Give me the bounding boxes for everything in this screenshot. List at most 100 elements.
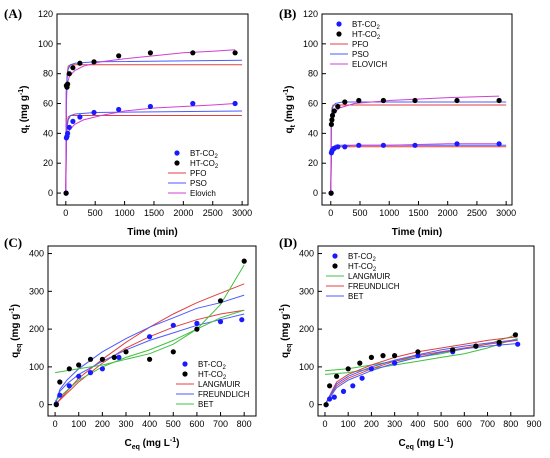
x-tick-label: 800 (237, 419, 252, 429)
x-tick-label: 700 (213, 419, 228, 429)
y-axis-label: qt (mg g-1) (18, 85, 32, 133)
data-point-ht-co (65, 81, 71, 87)
legend-entry: FREUNDLICH (348, 282, 400, 291)
x-tick-label: 900 (526, 419, 541, 429)
x-tick-label: 200 (364, 419, 379, 429)
fit-line-pso (330, 101, 507, 194)
data-point-ht-co (147, 356, 153, 362)
x-tick-label: 600 (457, 419, 472, 429)
data-point-bt-co (76, 373, 82, 379)
data-point-bt-co (415, 353, 421, 359)
legend-marker (174, 160, 180, 166)
data-point-ht-co (123, 349, 129, 355)
legend-entry: HT-CO2 (352, 30, 381, 41)
data-point-ht-co (331, 108, 337, 114)
panel-label: (A) (4, 6, 22, 21)
x-tick-label: 500 (434, 419, 449, 429)
data-point-bt-co (147, 103, 153, 110)
x-tick-label: 200 (95, 419, 110, 429)
y-tick-label: 80 (308, 69, 318, 79)
y-tick-label: 20 (43, 158, 53, 168)
y-tick-label: 100 (299, 362, 314, 372)
y-tick-label: 60 (308, 99, 318, 109)
data-point-bt-co (194, 320, 200, 326)
y-tick-label: 300 (299, 286, 314, 296)
x-tick-label: 400 (142, 419, 157, 429)
x-tick-label: 2500 (203, 208, 223, 218)
data-point-ht-co (335, 103, 341, 110)
data-point-bt-co (116, 106, 122, 113)
y-tick-label: 0 (313, 188, 318, 198)
x-tick-label: 2000 (438, 208, 458, 218)
fit-line-pfo (330, 146, 507, 194)
x-tick-label: 0 (328, 208, 333, 218)
x-tick-label: 300 (118, 419, 133, 429)
legend-entry: LANGMUIR (198, 380, 240, 389)
data-point-ht-co (76, 362, 82, 368)
legend-entry: BET (198, 400, 214, 409)
data-point-ht-co (111, 354, 117, 360)
plot-frame (47, 245, 257, 417)
data-point-ht-co (327, 383, 333, 389)
fit-line-pso (65, 110, 243, 194)
legend-marker (174, 150, 180, 156)
data-point-ht-co (473, 343, 479, 349)
data-point-ht-co (329, 117, 335, 123)
y-tick-label: 100 (29, 362, 44, 372)
y-tick-label: 120 (38, 9, 53, 19)
x-tick-label: 300 (387, 419, 402, 429)
legend-entry: HT-CO2 (198, 370, 227, 381)
data-point-bt-co (335, 144, 341, 150)
fit-line-freundlich (324, 336, 518, 405)
data-point-ht-co (116, 53, 122, 59)
data-point-bt-co (99, 366, 105, 372)
data-point-ht-co (147, 50, 153, 56)
legend-entry: FREUNDLICH (198, 390, 250, 399)
x-axis-label: Time (min) (392, 227, 442, 238)
x-tick-label: 1500 (408, 208, 428, 218)
data-point-ht-co (323, 402, 329, 408)
x-tick-label: 0 (63, 208, 68, 218)
chart-panel-3: (C) 0 100 200 300 400 500 600 700 800 0 100 200 300 40… (4, 235, 257, 451)
fit-line-langmuir (324, 332, 518, 372)
legend-entry: BT-CO2 (190, 149, 218, 160)
fit-line-pso (65, 59, 243, 194)
x-tick-label: 0 (322, 419, 327, 429)
data-point-ht-co (328, 121, 334, 127)
data-point-ht-co (342, 99, 348, 105)
y-tick-label: 100 (303, 39, 318, 49)
data-point-bt-co (496, 141, 502, 147)
legend-entry: PFO (352, 40, 368, 49)
data-point-bt-co (65, 130, 71, 136)
data-point-ht-co (217, 298, 224, 304)
data-point-ht-co (512, 332, 519, 338)
x-tick-label: 500 (166, 419, 181, 429)
data-point-ht-co (496, 339, 502, 345)
y-tick-label: 0 (48, 188, 53, 198)
x-tick-label: 2500 (467, 208, 487, 218)
legend-marker (332, 263, 338, 269)
data-point-ht-co (70, 65, 76, 71)
data-point-ht-co (412, 97, 418, 104)
data-point-ht-co (345, 366, 351, 372)
data-point-bt-co (91, 109, 97, 116)
chart-panel-4: (D) 0 100 200 300 400 500 600 700 800 900 0 100 200 30… (279, 235, 542, 451)
data-point-bt-co (87, 370, 94, 376)
data-point-bt-co (327, 396, 333, 402)
legend-entry: BET (348, 292, 364, 301)
x-tick-label: 700 (480, 419, 495, 429)
data-point-bt-co (340, 388, 347, 394)
x-tick-label: 500 (88, 208, 103, 218)
data-point-ht-co (77, 60, 83, 66)
data-point-ht-co (328, 190, 334, 196)
fit-line-bet (54, 309, 245, 402)
data-point-ht-co (99, 356, 105, 362)
y-tick-label: 60 (43, 99, 53, 109)
data-point-bt-co (190, 100, 196, 107)
x-tick-label: 800 (503, 419, 518, 429)
y-tick-label: 40 (308, 128, 318, 138)
x-tick-label: 1000 (115, 208, 135, 218)
data-point-bt-co (147, 334, 153, 340)
